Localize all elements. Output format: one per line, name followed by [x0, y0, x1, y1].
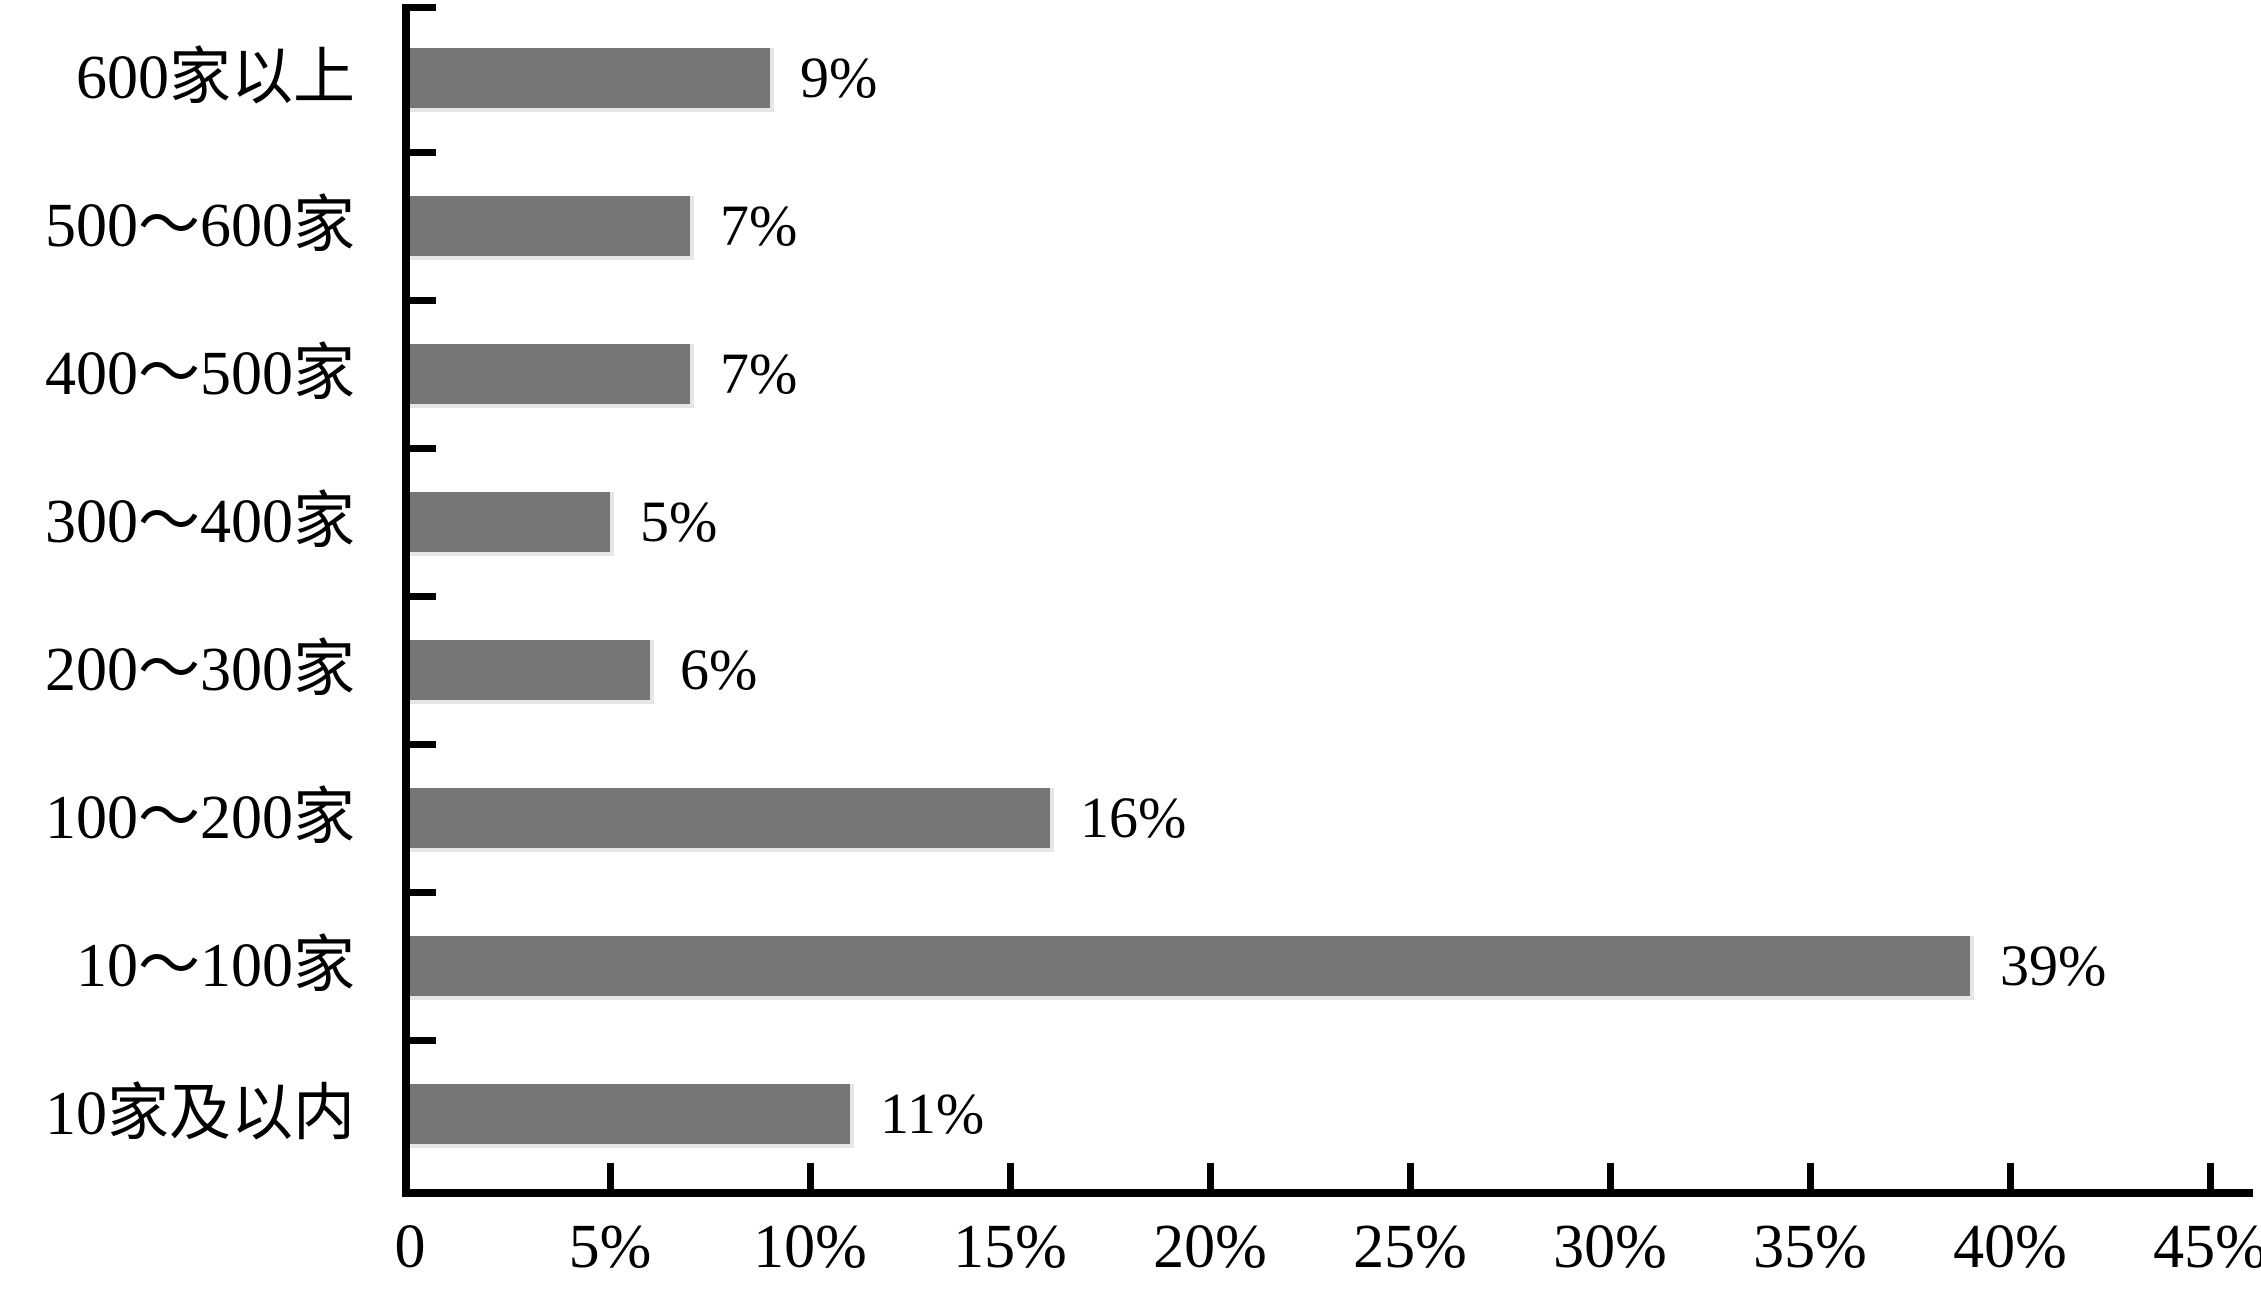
bar	[410, 936, 1974, 1000]
bar-value-label: 11%	[880, 1081, 985, 1146]
x-axis-tick-label: 40%	[1953, 1213, 2067, 1281]
bar	[410, 196, 694, 260]
plot-area: 9% 7% 7% 5% 6% 16% 39% 11%	[402, 4, 2253, 1197]
category-label: 400～500家	[44, 340, 355, 408]
x-axis-tick	[2207, 1163, 2214, 1189]
bar-value-label: 7%	[720, 341, 798, 406]
category-label: 100～200家	[44, 784, 355, 852]
y-axis-tick	[410, 297, 436, 304]
category-label: 300～400家	[44, 488, 355, 556]
category-label: 200～300家	[44, 636, 355, 704]
category-label: 500～600家	[44, 192, 355, 260]
category-label: 10家及以内	[44, 1080, 355, 1148]
y-axis-tick	[410, 1037, 436, 1044]
x-axis-tick	[1807, 1163, 1814, 1189]
y-axis-tick	[410, 149, 436, 156]
x-axis-tick-label: 0	[394, 1213, 426, 1281]
x-axis-tick-label: 25%	[1353, 1213, 1467, 1281]
y-axis-tick	[410, 889, 436, 896]
x-axis-tick-label: 15%	[953, 1213, 1067, 1281]
bar-value-label: 5%	[640, 489, 718, 554]
bar-value-label: 16%	[1080, 785, 1187, 850]
y-axis-tick	[410, 4, 436, 11]
x-axis-tick	[1607, 1163, 1614, 1189]
x-axis-tick	[807, 1163, 814, 1189]
x-axis-tick-label: 20%	[1153, 1213, 1267, 1281]
x-axis-tick-label: 10%	[753, 1213, 867, 1281]
bar	[410, 640, 654, 704]
bar-value-label: 9%	[800, 45, 878, 110]
bar	[410, 788, 1054, 852]
bar	[410, 1084, 854, 1148]
category-label: 10～100家	[75, 932, 355, 1000]
x-axis-tick	[1007, 1163, 1014, 1189]
x-axis-tick	[607, 1163, 614, 1189]
bar-value-label: 6%	[680, 637, 758, 702]
y-axis-tick	[410, 593, 436, 600]
x-axis-tick	[1207, 1163, 1214, 1189]
x-axis-tick-label: 5%	[568, 1213, 652, 1281]
bar	[410, 48, 774, 112]
bar-value-label: 7%	[720, 193, 798, 258]
bar	[410, 344, 694, 408]
x-axis-tick-label: 30%	[1553, 1213, 1667, 1281]
bar-value-label: 39%	[2000, 933, 2107, 998]
y-axis-tick	[410, 445, 436, 452]
y-axis-tick	[410, 741, 436, 748]
category-label: 600家以上	[75, 44, 355, 112]
bar	[410, 492, 614, 556]
x-axis-tick-label: 35%	[1753, 1213, 1867, 1281]
x-axis-tick-label: 45%	[2153, 1213, 2261, 1281]
x-axis-tick	[1407, 1163, 1414, 1189]
x-axis-tick	[2007, 1163, 2014, 1189]
